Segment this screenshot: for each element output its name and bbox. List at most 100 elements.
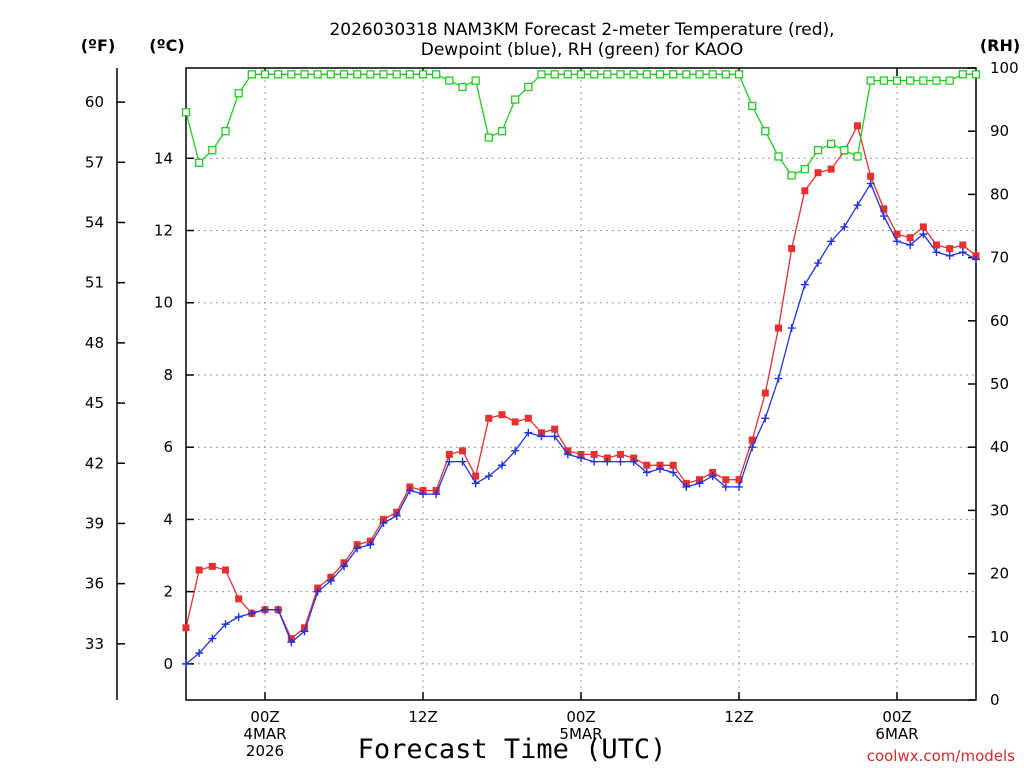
temperature-point — [208, 562, 216, 570]
dewpoint-point — [945, 251, 954, 260]
plot-frame — [185, 67, 977, 701]
celsius-tick-label: 8 — [163, 366, 173, 384]
rh-point — [695, 70, 704, 79]
dewpoint-point — [511, 446, 520, 455]
rh-point — [879, 76, 888, 85]
temperature-point — [880, 205, 888, 213]
dewpoint-point — [484, 472, 493, 481]
dewpoint-point — [919, 230, 928, 239]
rh-point — [919, 76, 928, 85]
celsius-tick-label: 14 — [154, 149, 173, 167]
dewpoint-point — [300, 627, 309, 636]
dewpoint-point — [392, 511, 401, 520]
rh-point — [274, 70, 283, 79]
rh-tick-label: 70 — [990, 249, 1009, 267]
fahrenheit-tick-label: 36 — [85, 575, 104, 593]
rh-point — [669, 70, 678, 79]
rh-point — [537, 70, 546, 79]
rh-point — [616, 70, 625, 79]
temperature-point — [498, 411, 506, 419]
rh-point — [234, 89, 243, 98]
dewpoint-point — [208, 634, 217, 643]
temperature-point — [854, 122, 861, 130]
dewpoint-point — [932, 248, 941, 257]
time-tick-label: 12Z — [724, 708, 753, 726]
rh-point — [484, 133, 493, 142]
rh-point — [840, 146, 849, 155]
dewpoint-point — [247, 609, 256, 618]
dewpoint-point — [774, 374, 783, 383]
temperature-point — [814, 169, 822, 177]
rh-tick-label: 30 — [990, 501, 1009, 519]
dewpoint-point — [498, 461, 506, 470]
dewpoint-point — [221, 620, 230, 629]
rh-point — [932, 76, 941, 85]
rh-tick-label: 80 — [990, 185, 1009, 203]
temperature-point — [590, 450, 598, 458]
celsius-tick-label: 4 — [163, 510, 173, 528]
temperature-point — [788, 245, 796, 253]
dewpoint-point — [313, 587, 322, 596]
celsius-tick-label: 12 — [154, 222, 173, 240]
dewpoint-point — [340, 562, 348, 571]
fahrenheit-tick-label: 54 — [85, 213, 104, 231]
rh-point — [721, 70, 730, 79]
fahrenheit-tick-label: 39 — [85, 514, 104, 532]
x-axis-label: Forecast Time (UTC) — [358, 734, 667, 765]
rh-tick-label: 50 — [990, 375, 1009, 393]
credit-text: coolwx.com/models — [867, 747, 1015, 765]
rh-point — [326, 70, 335, 79]
dewpoint-point — [471, 479, 480, 488]
rh-point — [734, 70, 744, 79]
temperature-point — [919, 223, 927, 231]
dewpoint-point — [537, 432, 546, 441]
dewpoint-point — [577, 454, 585, 463]
temperature-point — [906, 234, 914, 242]
celsius-tick-label: 10 — [154, 294, 173, 312]
time-tick-label: 00Z — [882, 708, 911, 726]
rh-point — [366, 70, 375, 79]
dewpoint-point — [366, 540, 375, 549]
rh-point — [642, 70, 651, 79]
dewpoint-point — [261, 605, 269, 614]
rh-point — [247, 70, 256, 79]
dewpoint-point — [616, 457, 625, 466]
dewpoint-point — [445, 457, 454, 466]
temperature-point — [959, 241, 967, 249]
fahrenheit-tick-label: 48 — [85, 334, 104, 352]
temperature-point — [617, 450, 624, 458]
rh-tick-label: 40 — [990, 438, 1009, 456]
rh-tick-label: 10 — [990, 628, 1009, 646]
rh-point — [260, 70, 270, 79]
grid-lines — [186, 68, 976, 700]
temperature-point — [669, 461, 677, 469]
dewpoint-point — [695, 479, 704, 488]
data-series — [181, 70, 981, 668]
temperature-point — [775, 324, 782, 332]
temperature-point — [827, 165, 835, 173]
fahrenheit-tick-label: 33 — [85, 635, 104, 653]
rh-point — [287, 70, 296, 79]
temperature-point — [748, 436, 756, 444]
rh-point — [405, 70, 414, 79]
temperature-point — [485, 414, 493, 422]
rh-point — [813, 146, 823, 155]
dewpoint-point — [234, 612, 243, 621]
fahrenheit-tick-label: 42 — [85, 454, 104, 472]
temperature-point — [524, 414, 532, 422]
temperature-point — [222, 566, 229, 574]
temperature-point — [722, 476, 730, 484]
dewpoint-point — [642, 468, 651, 477]
dewpoint-point — [721, 482, 730, 491]
rh-axis-unit: (RH) — [980, 36, 1020, 55]
rh-point — [524, 82, 533, 92]
rh-point — [563, 70, 572, 79]
temperature-point — [459, 447, 466, 455]
axes — [116, 67, 977, 701]
dewpoint-point — [590, 457, 599, 466]
rh-point — [379, 70, 388, 79]
temperature-point — [893, 230, 901, 238]
rh-point — [339, 70, 349, 79]
temperature-point — [511, 418, 519, 426]
dewpoint-point — [458, 457, 467, 466]
